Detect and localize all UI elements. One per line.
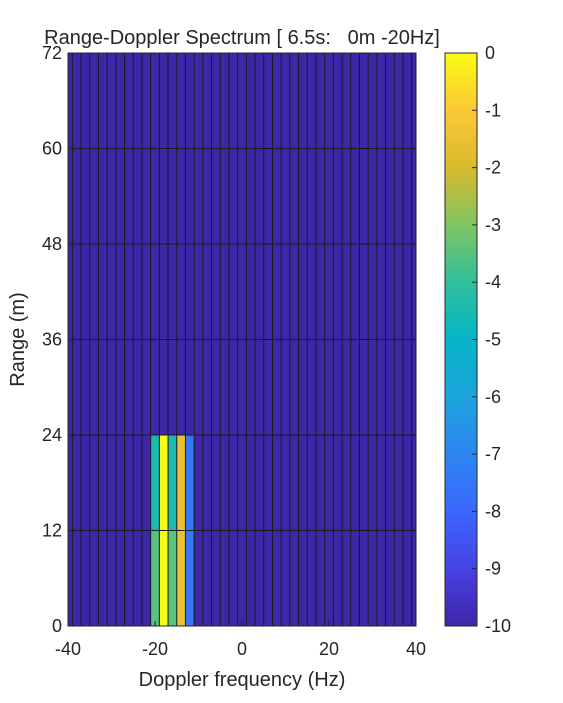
x-tick-label: 40 <box>406 639 426 659</box>
heatmap-cell <box>159 530 169 626</box>
heatmap-cell <box>150 435 160 531</box>
x-tick-label: -40 <box>55 639 81 659</box>
colorbar-tick-label: -5 <box>485 330 501 350</box>
plot-area <box>67 52 417 627</box>
colorbar-ticks: 0 -1 -2 -3 -4 -5 -6 -7 -8 -9 -10 <box>472 43 511 636</box>
colorbar-tick-label: -4 <box>485 272 501 292</box>
y-tick-label: 36 <box>42 330 62 350</box>
heatmap-cell <box>185 435 195 531</box>
colorbar-tick-label: -2 <box>485 158 501 178</box>
x-tick-label: -20 <box>142 639 168 659</box>
y-tick-label: 48 <box>42 234 62 254</box>
colorbar-tick-label: -1 <box>485 100 501 120</box>
heatmap-cell <box>168 530 177 626</box>
y-tick-label: 12 <box>42 521 62 541</box>
y-tick-label: 24 <box>42 425 62 445</box>
y-tick-label: 0 <box>52 616 62 636</box>
colorbar-tick-label: -8 <box>485 501 501 521</box>
colorbar-tick-label: -7 <box>485 444 501 464</box>
colorbar-tick-label: -3 <box>485 215 501 235</box>
x-axis: -40 -20 0 20 40 <box>55 621 426 659</box>
heatmap-cell <box>176 435 186 531</box>
heatmap-cell <box>150 530 160 626</box>
colorbar-tick-label: -10 <box>485 616 511 636</box>
heatmap-cells <box>150 435 195 626</box>
colorbar-tick-label: -9 <box>485 559 501 579</box>
y-axis: 0 12 24 36 48 60 72 <box>42 43 73 636</box>
heatmap-cell <box>185 530 195 626</box>
heatmap-cell <box>168 435 177 531</box>
x-tick-label: 0 <box>237 639 247 659</box>
y-tick-label: 60 <box>42 139 62 159</box>
cell-edges <box>68 53 416 626</box>
y-tick-label: 72 <box>42 43 62 63</box>
colorbar-gradient <box>444 52 478 627</box>
y-axis-label: Range (m) <box>7 292 29 386</box>
chart-title: Range-Doppler Spectrum [ 6.5s: 0m -20Hz] <box>44 27 440 49</box>
colorbar: 0 -1 -2 -3 -4 -5 -6 -7 -8 -9 -10 <box>444 43 511 636</box>
colorbar-tick-label: -6 <box>485 387 501 407</box>
heatmap-cell <box>176 530 186 626</box>
x-axis-label: Doppler frequency (Hz) <box>139 669 346 691</box>
x-tick-label: 20 <box>319 639 339 659</box>
heatmap-cell <box>159 435 169 531</box>
colorbar-tick-label: 0 <box>485 43 495 63</box>
